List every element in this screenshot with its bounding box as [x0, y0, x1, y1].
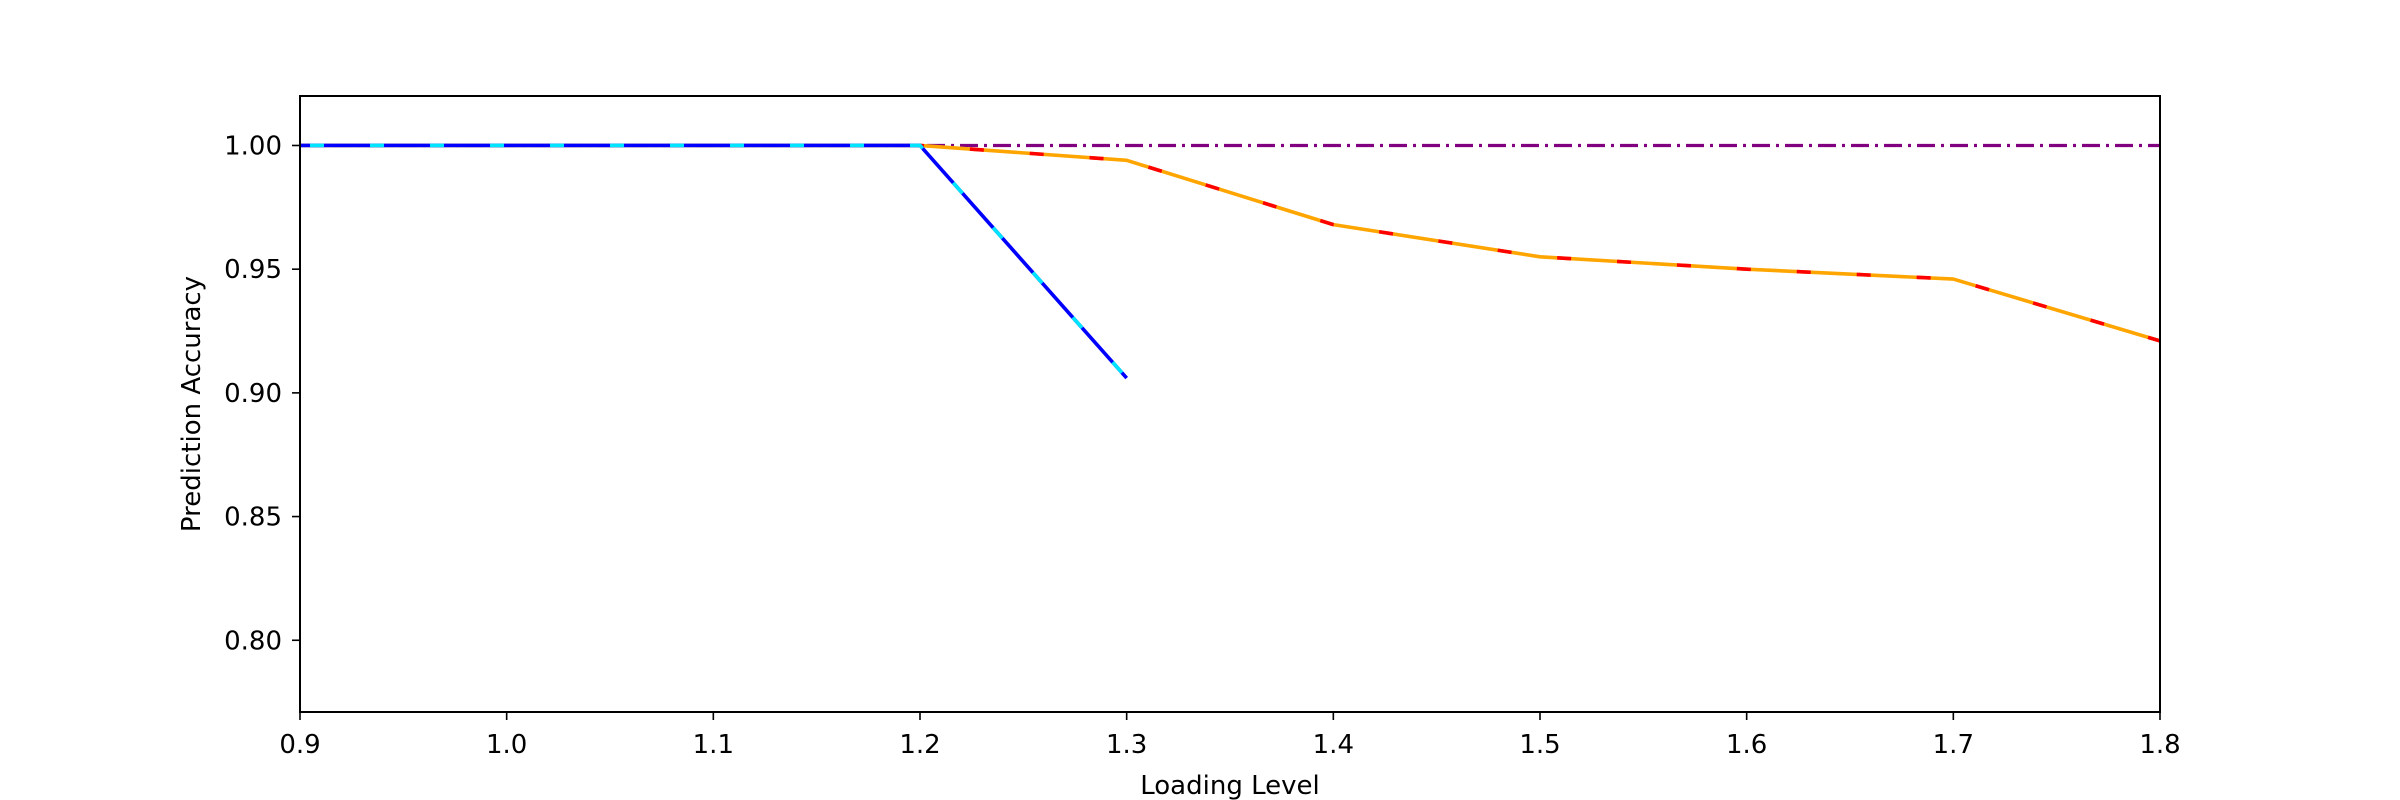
y-axis-label: Prediction Accuracy — [177, 276, 207, 532]
y-axis: 0.80 0.85 0.90 0.95 1.00 — [224, 131, 300, 656]
x-axis-label: Loading Level — [1140, 771, 1319, 800]
x-tick-label: 1.8 — [2139, 730, 2180, 760]
x-tick-label: 0.9 — [279, 730, 320, 760]
x-tick-label: 1.0 — [486, 730, 527, 760]
plot-frame — [299, 95, 2161, 713]
y-tick-label: 0.95 — [224, 255, 282, 285]
series-line-2-accent — [300, 143, 1129, 380]
x-tick-label: 1.6 — [1726, 730, 1767, 760]
y-tick-label: 0.85 — [224, 503, 282, 533]
x-tick-label: 1.3 — [1106, 730, 1147, 760]
y-tick-label: 1.00 — [224, 131, 282, 161]
y-tick-label: 0.90 — [224, 379, 282, 409]
x-tick-label: 1.1 — [693, 730, 734, 760]
y-tick-label: 0.80 — [224, 626, 282, 656]
x-tick-label: 1.2 — [899, 730, 940, 760]
x-tick-label: 1.5 — [1519, 730, 1560, 760]
x-axis: 0.9 1.0 1.1 1.2 1.3 1.4 1.5 1.6 1.7 1.8 — [279, 712, 2181, 760]
plot-lines — [300, 143, 2161, 380]
x-tick-label: 1.7 — [1933, 730, 1974, 760]
x-tick-label: 1.4 — [1313, 730, 1354, 760]
